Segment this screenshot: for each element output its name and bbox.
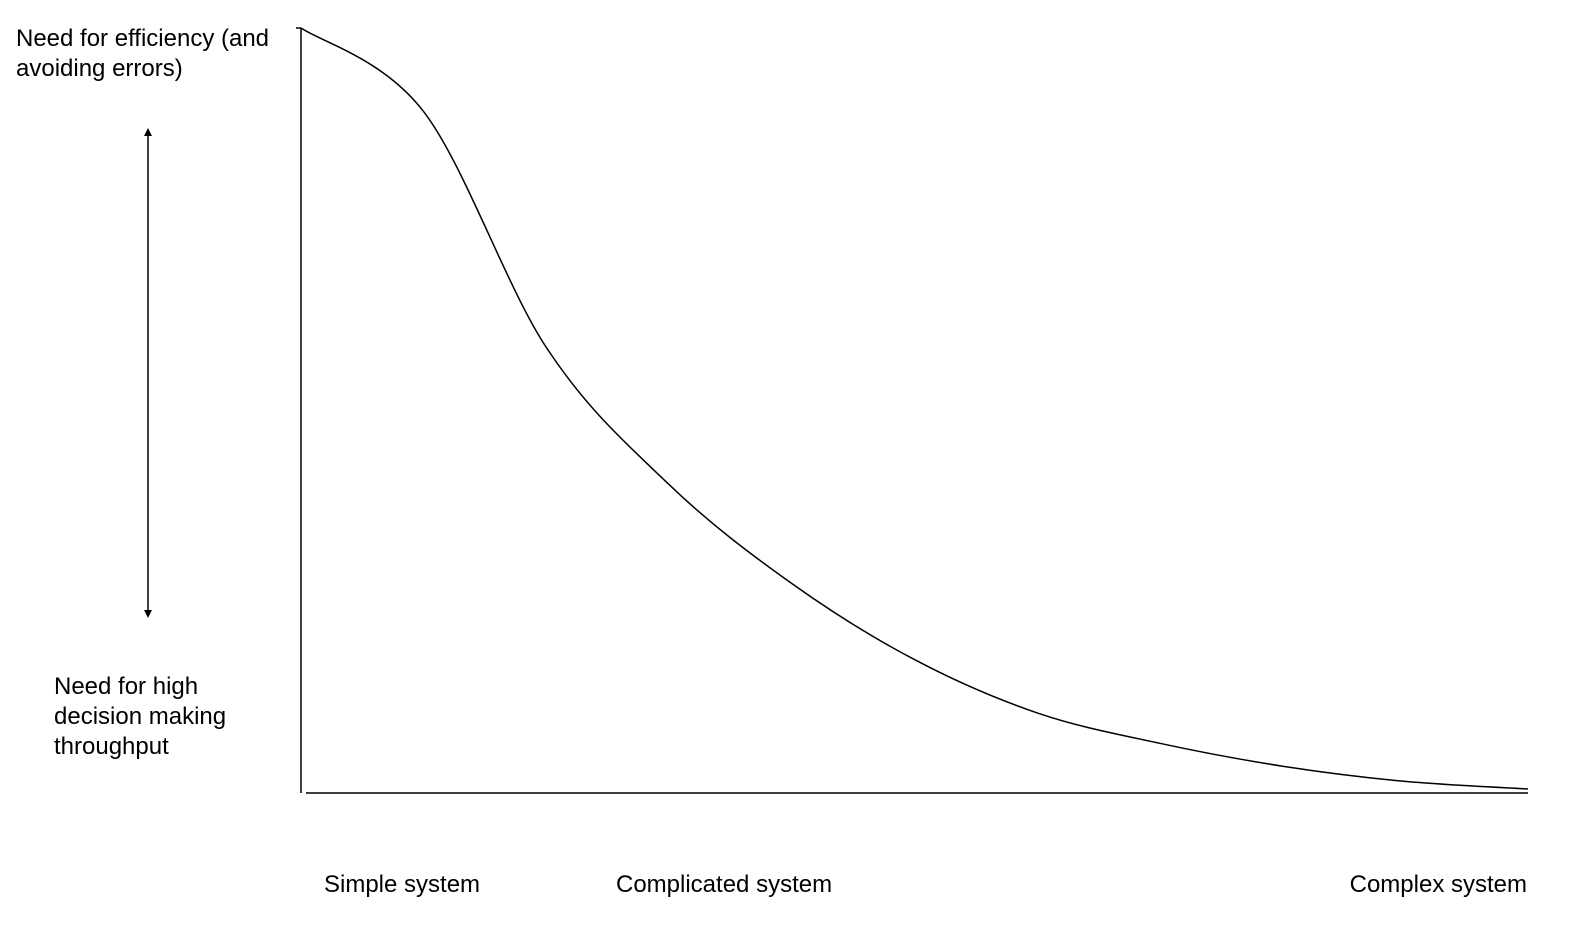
- y-axis-top-label-line-1: Need for efficiency (and: [16, 25, 270, 52]
- y-axis-bottom-label-line-1: Need for high: [54, 673, 199, 700]
- y-axis-top-label: Need for efficiency (and avoiding errors…: [16, 24, 269, 84]
- y-axis-top-label-line-2: avoiding errors): [16, 55, 183, 82]
- y-axis-bottom-label: Need for high decision making throughput: [54, 672, 226, 762]
- x-category-simple-system: Simple system: [324, 871, 481, 898]
- y-axis-bottom-label-line-3: throughput: [54, 733, 169, 760]
- x-category-complicated-system: Complicated system: [616, 871, 833, 898]
- x-category-complex-system: Complex system: [1349, 871, 1527, 898]
- y-axis-bottom-label-line-2: decision making: [54, 703, 227, 730]
- tradeoff-curve: [300, 27, 1529, 790]
